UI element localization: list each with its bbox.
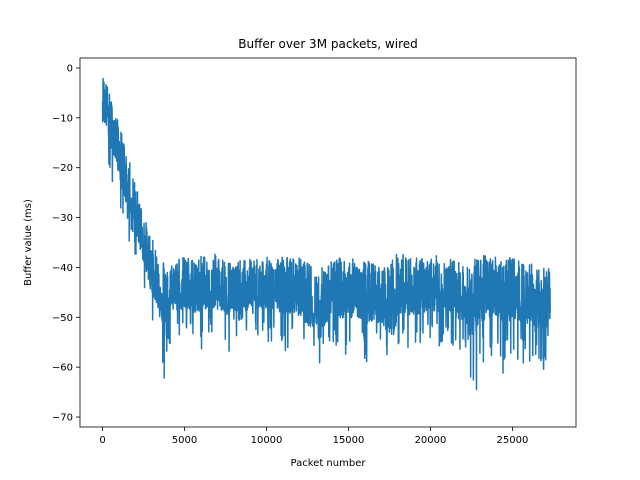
x-tick-label: 5000 xyxy=(172,435,197,446)
chart-title: Buffer over 3M packets, wired xyxy=(238,37,418,51)
x-tick-label: 20000 xyxy=(415,435,447,446)
y-tick-label: −10 xyxy=(52,113,73,124)
y-tick-label: −30 xyxy=(52,213,73,224)
x-tick-label: 25000 xyxy=(497,435,529,446)
axes-frame xyxy=(79,57,577,428)
x-tick-label: 10000 xyxy=(251,435,283,446)
y-axis-label: Buffer value (ms) xyxy=(23,199,34,286)
y-tick-label: −70 xyxy=(52,413,73,424)
y-tick-label: −40 xyxy=(52,263,73,274)
plot-area xyxy=(101,77,551,391)
x-axis-label: Packet number xyxy=(291,458,367,469)
y-tick-label: −60 xyxy=(52,363,73,374)
axes: 0 5000 10000 15000 20000 25000 0 −10 −20 −30 −40 −5… xyxy=(52,57,577,446)
y-tick-label: −20 xyxy=(52,163,73,174)
series-line xyxy=(101,77,551,391)
y-tick-label: −50 xyxy=(52,313,73,324)
y-tick-label: 0 xyxy=(67,63,73,74)
x-tick-label: 0 xyxy=(99,435,105,446)
x-tick-label: 15000 xyxy=(333,435,365,446)
